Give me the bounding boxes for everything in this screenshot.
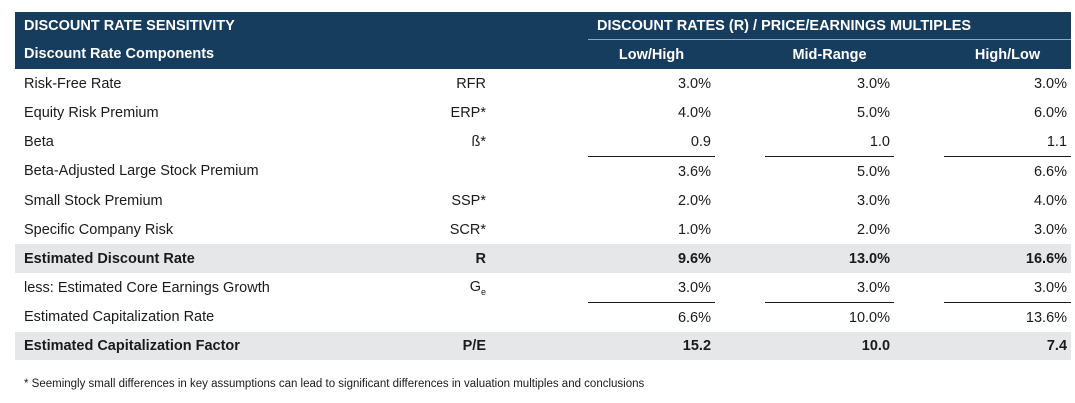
value-low-high: 6.6%	[588, 302, 716, 332]
row-label: Estimated Discount Rate	[15, 244, 435, 273]
value-mid-range: 2.0%	[856, 221, 891, 238]
table-row-estimated-discount-rate: Estimated Discount Rate R 9.6% 13.0% 16.…	[15, 244, 1072, 273]
value-mid-range: 3.0%	[856, 75, 891, 92]
row-abbreviation: SCR*	[449, 221, 486, 238]
value-low-high: 1.0%	[677, 221, 712, 238]
value-mid-range: 13.0%	[765, 244, 895, 273]
row-abbreviation	[435, 157, 490, 187]
value-mid-range: 5.0%	[765, 156, 895, 186]
value-mid-range: 3.0%	[856, 279, 891, 296]
header-gap	[894, 40, 944, 70]
row-abbreviation	[435, 303, 490, 333]
value-high-low: 3.0%	[1033, 279, 1068, 296]
table-row-risk-free-rate: Risk-Free Rate RFR 3.0% 3.0% 3.0%	[15, 69, 1071, 98]
row-label: less: Estimated Core Earnings Growth	[24, 279, 270, 296]
table-row-small-stock-premium: Small Stock Premium SSP* 2.0% 3.0% 4.0%	[15, 186, 1071, 215]
discount-rate-sensitivity-table-container: DISCOUNT RATE SENSITIVITY DISCOUNT RATES…	[15, 12, 1072, 360]
abbr-main: G	[469, 278, 481, 295]
table-row-equity-risk-premium: Equity Risk Premium ERP* 4.0% 5.0% 6.0%	[15, 98, 1071, 127]
row-abbreviation: ERP*	[450, 104, 486, 121]
value-low-high: 15.2	[588, 332, 716, 360]
value-high-low: 4.0%	[1033, 192, 1068, 209]
table-row-estimated-capitalization-rate: Estimated Capitalization Rate 6.6% 10.0%…	[15, 302, 1072, 333]
value-low-high: 4.0%	[677, 104, 712, 121]
value-low-high: 9.6%	[588, 244, 716, 273]
row-abbreviation: RFR	[456, 75, 486, 92]
value-low-high: 0.9	[690, 133, 712, 150]
table-row-beta: Beta ß* 0.9 1.0 1.1	[15, 127, 1071, 157]
column-header-high-low: High/Low	[974, 46, 1041, 63]
value-high-low: 16.6%	[944, 244, 1072, 273]
value-high-low: 3.0%	[1033, 75, 1068, 92]
row-abbreviation: Ge	[435, 273, 490, 303]
row-abbreviation: P/E	[435, 332, 490, 360]
value-high-low: 13.6%	[944, 302, 1072, 332]
value-low-high: 3.6%	[588, 156, 716, 186]
discount-rate-sensitivity-table: DISCOUNT RATE SENSITIVITY DISCOUNT RATES…	[15, 12, 1072, 360]
row-label: Estimated Capitalization Rate	[24, 309, 215, 326]
row-label: Specific Company Risk	[24, 221, 174, 238]
row-label: Small Stock Premium	[24, 192, 163, 209]
row-label: Equity Risk Premium	[24, 104, 159, 121]
value-high-low: 6.6%	[944, 156, 1072, 186]
header-gap	[715, 40, 765, 70]
row-label: Beta	[24, 133, 54, 150]
table-title: DISCOUNT RATE SENSITIVITY	[24, 17, 235, 34]
value-high-low: 1.1	[1046, 133, 1068, 150]
value-mid-range: 3.0%	[856, 192, 891, 209]
footnote: * Seemingly small differences in key ass…	[24, 378, 645, 390]
value-low-high: 2.0%	[677, 192, 712, 209]
table-row-core-earnings-growth: less: Estimated Core Earnings Growth Ge …	[15, 273, 1071, 303]
column-header-mid-range: Mid-Range	[792, 46, 867, 63]
value-high-low: 6.0%	[1033, 104, 1068, 121]
value-mid-range: 10.0	[765, 332, 895, 360]
table-row-beta-adjusted-large-stock-premium: Beta-Adjusted Large Stock Premium 3.6% 5…	[15, 156, 1072, 187]
row-abbreviation: R	[435, 244, 490, 273]
header-row-columns: Discount Rate Components Low/High Mid-Ra…	[15, 39, 1072, 70]
row-label: Beta-Adjusted Large Stock Premium	[24, 163, 259, 180]
table-row-estimated-capitalization-factor: Estimated Capitalization Factor P/E 15.2…	[15, 332, 1072, 360]
abbr-subscript: e	[480, 286, 486, 297]
row-label: Estimated Capitalization Factor	[15, 332, 435, 360]
header-row-titles: DISCOUNT RATE SENSITIVITY DISCOUNT RATES…	[15, 12, 1072, 40]
column-header-low-high: Low/High	[618, 46, 685, 63]
components-header: Discount Rate Components	[24, 46, 215, 63]
table-row-specific-company-risk: Specific Company Risk SCR* 1.0% 2.0% 3.0…	[15, 215, 1071, 244]
value-low-high: 3.0%	[677, 279, 712, 296]
value-mid-range: 1.0	[869, 133, 891, 150]
value-mid-range: 10.0%	[765, 302, 895, 332]
rates-title: DISCOUNT RATES (R) / PRICE/EARNINGS MULT…	[588, 12, 1072, 40]
value-high-low: 3.0%	[1033, 221, 1068, 238]
row-abbreviation: SSP*	[451, 192, 486, 209]
value-high-low: 7.4	[944, 332, 1072, 360]
value-mid-range: 5.0%	[856, 104, 891, 121]
row-abbreviation: ß*	[471, 133, 487, 150]
value-low-high: 3.0%	[677, 75, 712, 92]
row-label: Risk-Free Rate	[24, 75, 122, 92]
